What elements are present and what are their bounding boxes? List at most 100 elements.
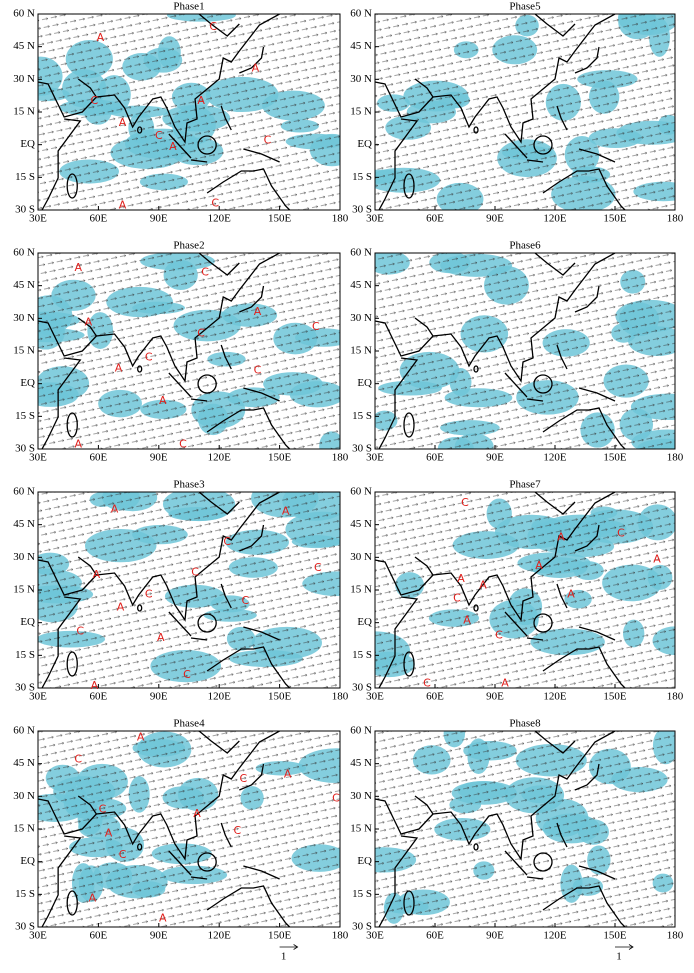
x-tick-label: 180 [332, 691, 349, 703]
x-tick-label: 90E [486, 452, 504, 464]
y-tick-label: 15 S [15, 410, 35, 422]
center-label: A [557, 531, 565, 544]
y-tick-label: 30 S [15, 204, 35, 216]
x-tick-label: 150E [603, 452, 627, 464]
center-label: A [75, 438, 83, 451]
y-tick-label: 45 N [350, 40, 372, 52]
y-tick-label: 30 N [13, 551, 35, 563]
y-tick-label: 15 S [352, 888, 372, 900]
x-tick-label: 180 [667, 691, 684, 703]
x-tick-label: 30E [29, 213, 47, 225]
x-tick-label: 60E [90, 930, 108, 942]
center-label: C [332, 792, 340, 805]
center-label: A [137, 731, 145, 744]
y-tick-label: 30 S [352, 682, 372, 694]
y-tick-label: EQ [20, 855, 35, 867]
x-tick-label: 120E [543, 930, 567, 942]
map-area [375, 14, 675, 210]
y-tick-label: 45 N [13, 757, 35, 769]
wind-vectors [375, 492, 675, 688]
x-tick-label: 150E [268, 452, 292, 464]
y-tick-label: 15 N [13, 584, 35, 596]
wind-vectors [38, 14, 340, 210]
y-tick-label: 60 N [13, 247, 35, 259]
x-tick-label: 60E [426, 691, 444, 703]
map-panel: Phase6 30E 60E 90E 120E 150E 180 60 N 45 N 30 N 15… [350, 240, 684, 464]
y-tick-label: 30 N [13, 312, 35, 324]
center-label: A [457, 572, 465, 585]
x-tick-label: 90E [150, 213, 168, 225]
panel-title: Phase8 [509, 718, 541, 730]
center-label: C [242, 594, 250, 607]
x-tick-label: 30E [366, 213, 384, 225]
center-label: C [240, 772, 248, 785]
center-label: C [155, 129, 163, 142]
y-tick-label: 60 N [350, 8, 372, 20]
center-label: C [233, 824, 241, 837]
center-label: A [284, 768, 292, 781]
map-panel: Phase7 30E 60E 90E 120E 150E 180 60 N 45 N 30 N 15… [350, 479, 684, 703]
y-tick-label: 30 N [350, 551, 372, 563]
center-label: A [254, 305, 262, 318]
y-tick-label: 30 N [350, 790, 372, 802]
x-tick-label: 90E [150, 452, 168, 464]
map-panel: Phase2 30E 60E 90E 120E 150E 180 60 N 45 N 30 N 15… [13, 240, 348, 464]
y-tick-label: 15 N [13, 106, 35, 118]
x-tick-label: 30E [29, 930, 47, 942]
y-tick-label: 15 S [352, 649, 372, 661]
center-label: A [159, 394, 167, 407]
x-tick-label: 90E [150, 930, 168, 942]
x-tick-label: 60E [90, 691, 108, 703]
y-tick-label: 45 N [13, 518, 35, 530]
y-tick-label: EQ [357, 138, 372, 150]
y-tick-label: 15 N [350, 345, 372, 357]
center-label: C [314, 561, 322, 574]
x-tick-label: 30E [366, 691, 384, 703]
center-label: A [193, 807, 201, 820]
center-label: A [653, 553, 661, 566]
x-tick-label: 120E [208, 213, 232, 225]
center-label: C [264, 133, 272, 146]
center-label: A [463, 613, 471, 626]
x-tick-label: 60E [426, 452, 444, 464]
center-label: A [197, 94, 205, 107]
center-label: C [99, 802, 107, 815]
y-tick-label: 30 S [352, 443, 372, 455]
center-label: A [169, 140, 177, 153]
wind-vectors [375, 731, 675, 927]
center-label: C [91, 94, 99, 107]
panel-title: Phase5 [509, 1, 541, 13]
x-tick-label: 150E [603, 213, 627, 225]
x-tick-label: 180 [667, 213, 684, 225]
y-tick-label: 45 N [350, 279, 372, 291]
panel-title: Phase7 [509, 479, 541, 491]
y-tick-label: 15 N [350, 106, 372, 118]
wind-vectors [38, 253, 340, 449]
center-label: A [252, 61, 260, 74]
x-tick-label: 150E [603, 691, 627, 703]
scale-arrow-head [293, 944, 299, 950]
center-label: A [97, 31, 105, 44]
y-tick-label: 60 N [350, 725, 372, 737]
center-label: C [617, 526, 625, 539]
x-tick-label: 120E [543, 691, 567, 703]
x-tick-label: 180 [332, 213, 349, 225]
y-tick-label: EQ [20, 616, 35, 628]
x-tick-label: 180 [667, 452, 684, 464]
map-panel: Phase8 30E 60E 90E 120E 150E 180 60 N 45 N 30 N 15… [350, 718, 683, 963]
map-area [38, 253, 340, 449]
map-area [375, 731, 675, 927]
y-tick-label: 30 N [13, 790, 35, 802]
x-tick-label: 60E [426, 213, 444, 225]
x-tick-label: 120E [208, 930, 232, 942]
wind-vectors [375, 253, 675, 449]
y-tick-label: 15 N [350, 823, 372, 835]
center-label: C [191, 566, 199, 579]
y-tick-label: 15 N [350, 584, 372, 596]
center-label: A [535, 559, 543, 572]
scale-arrow-head [628, 944, 634, 950]
y-tick-label: 60 N [13, 486, 35, 498]
center-label: C [312, 320, 320, 333]
y-tick-label: 45 N [13, 40, 35, 52]
